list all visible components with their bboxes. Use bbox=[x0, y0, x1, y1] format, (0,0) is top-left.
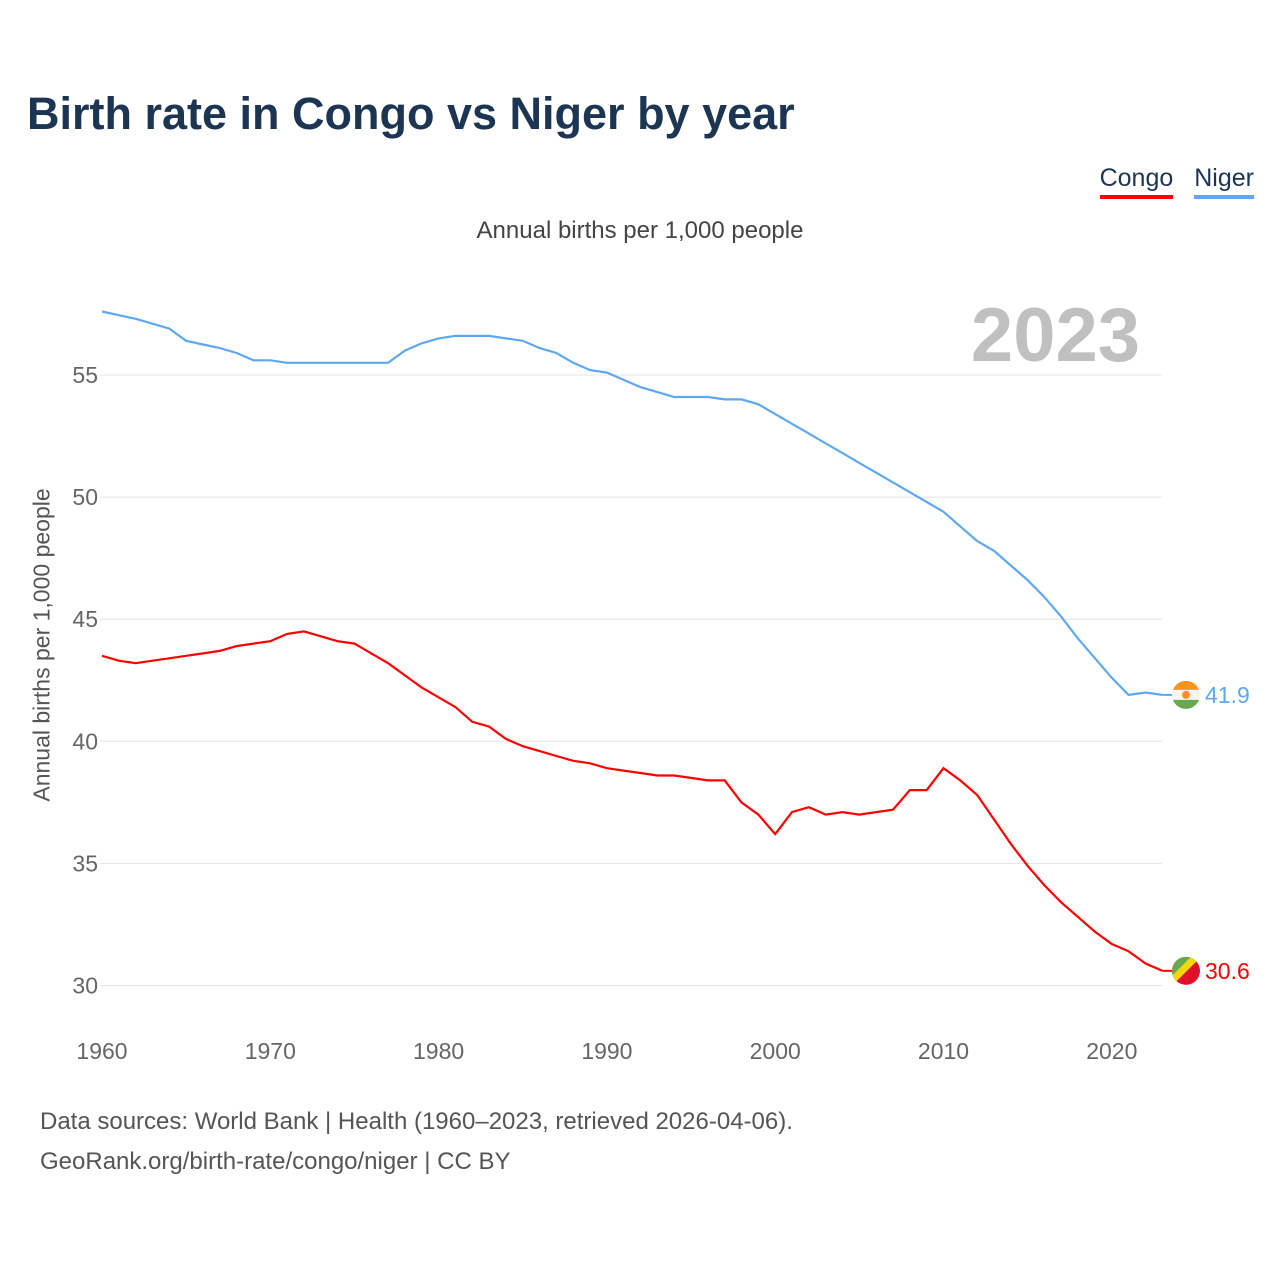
x-tick-label: 1990 bbox=[581, 1038, 632, 1064]
source-url: GeoRank.org/birth-rate/congo/niger | CC … bbox=[40, 1148, 511, 1175]
source-line: Data sources: World Bank | Health (1960–… bbox=[40, 1108, 793, 1135]
x-tick-label: 2010 bbox=[918, 1038, 969, 1064]
y-tick-label: 55 bbox=[72, 362, 98, 388]
year-label: 2023 bbox=[971, 293, 1140, 378]
legend-congo[interactable]: Congo bbox=[1099, 164, 1174, 199]
end-value-label-niger: 41.9 bbox=[1205, 682, 1250, 708]
series-line-congo bbox=[101, 630, 1163, 972]
niger-flag-icon bbox=[1172, 680, 1200, 709]
x-tick-label: 1980 bbox=[413, 1038, 464, 1064]
chart-title: Birth rate in Congo vs Niger by year bbox=[27, 88, 795, 139]
y-tick-label: 50 bbox=[72, 484, 98, 510]
y-tick-label: 30 bbox=[72, 973, 98, 999]
y-tick-label: 45 bbox=[72, 606, 98, 632]
legend-niger[interactable]: Niger bbox=[1194, 164, 1254, 199]
congo-flag-icon bbox=[1172, 956, 1200, 985]
legend: Congo Niger bbox=[1099, 164, 1254, 199]
series-line-niger bbox=[101, 310, 1163, 697]
x-tick-label: 1970 bbox=[245, 1038, 296, 1064]
x-tick-label: 2000 bbox=[750, 1038, 801, 1064]
end-value-label-congo: 30.6 bbox=[1205, 958, 1250, 984]
y-tick-label: 35 bbox=[72, 850, 98, 876]
x-tick-label: 1960 bbox=[76, 1038, 127, 1064]
x-tick-label: 2020 bbox=[1086, 1038, 1137, 1064]
y-tick-label: 40 bbox=[72, 728, 98, 754]
chart-subtitle: Annual births per 1,000 people bbox=[476, 217, 804, 244]
